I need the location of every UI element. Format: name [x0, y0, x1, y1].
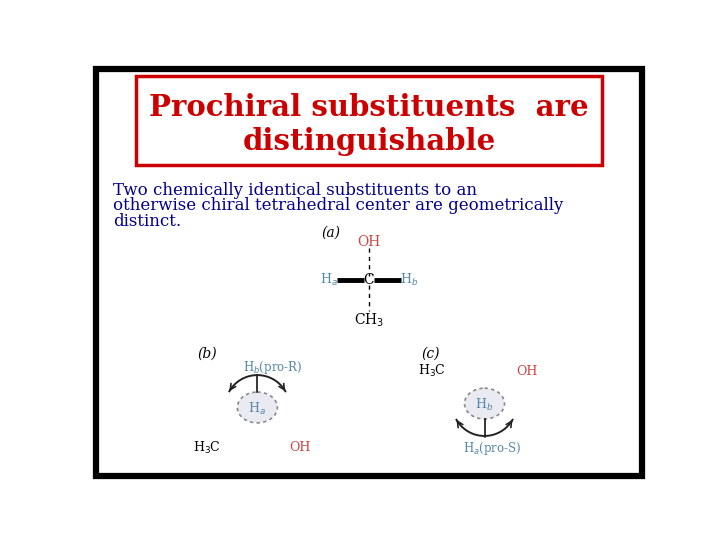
Text: CH$_3$: CH$_3$ — [354, 312, 384, 329]
Text: H$_b$: H$_b$ — [400, 272, 418, 288]
Ellipse shape — [464, 388, 505, 419]
Text: otherwise chiral tetrahedral center are geometrically: otherwise chiral tetrahedral center are … — [113, 197, 564, 214]
Text: distinguishable: distinguishable — [243, 127, 495, 156]
Text: OH: OH — [289, 441, 310, 454]
Text: H$_b$(pro-R): H$_b$(pro-R) — [243, 359, 302, 376]
Text: distinct.: distinct. — [113, 213, 181, 230]
Text: Two chemically identical substituents to an: Two chemically identical substituents to… — [113, 182, 477, 199]
Bar — [137, 76, 601, 165]
Text: (a): (a) — [321, 226, 340, 240]
Text: (b): (b) — [197, 347, 217, 361]
Text: H$_a$(pro-S): H$_a$(pro-S) — [463, 440, 521, 457]
Text: Prochiral substituents  are: Prochiral substituents are — [149, 93, 589, 122]
Text: H$_3$C: H$_3$C — [194, 440, 221, 456]
Text: C: C — [364, 273, 374, 287]
Text: (c): (c) — [421, 347, 440, 361]
Text: H$_a$: H$_a$ — [248, 401, 266, 417]
Text: H$_b$: H$_b$ — [475, 397, 494, 413]
Ellipse shape — [238, 392, 277, 423]
Text: H$_3$C: H$_3$C — [418, 363, 446, 379]
Text: H$_a$: H$_a$ — [320, 272, 338, 288]
Text: OH: OH — [357, 235, 381, 249]
Text: OH: OH — [516, 364, 538, 378]
